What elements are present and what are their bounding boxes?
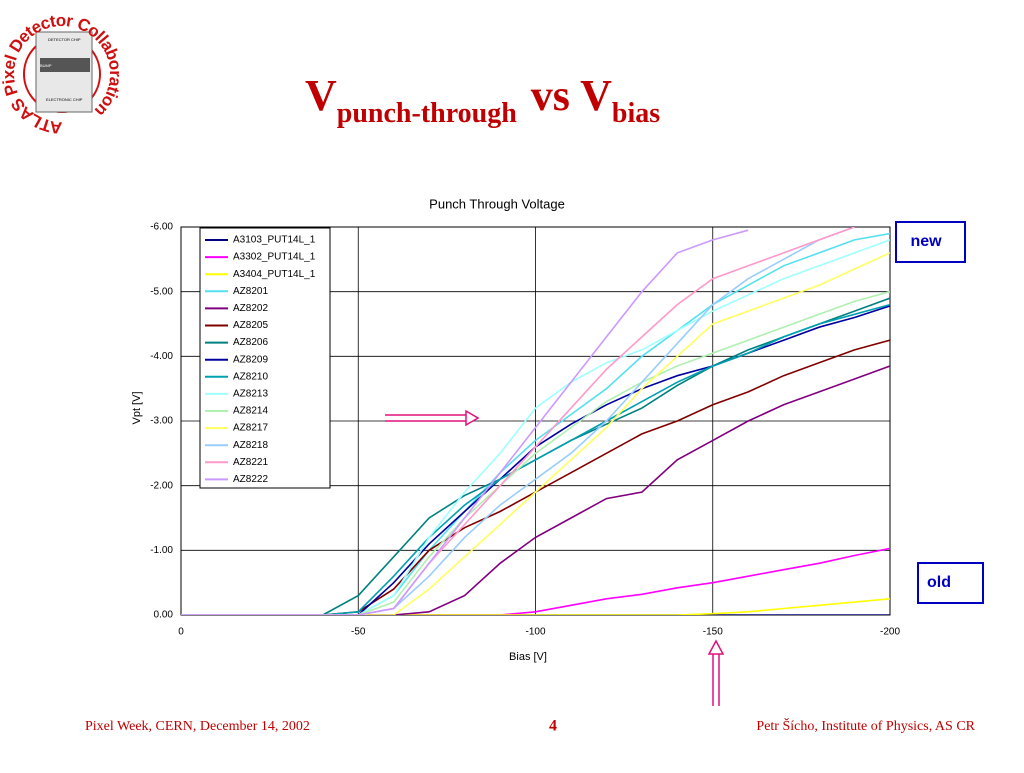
annotation: new [910, 233, 942, 250]
legend-label: A3404_PUT14L_1 [233, 269, 316, 280]
series-line [181, 547, 890, 615]
lines [181, 227, 890, 615]
legend-label: AZ8202 [233, 303, 268, 314]
x-axis-label: Bias [V] [509, 651, 547, 663]
logo-label: ELECTRONIC CHIP [46, 97, 83, 102]
legend-label: AZ8213 [233, 389, 268, 400]
logo-label: BUMP [40, 63, 52, 68]
x-tick-label: 0 [178, 627, 184, 638]
legend-label: AZ8217 [233, 423, 268, 434]
series-line [181, 227, 855, 615]
old-box [917, 562, 984, 604]
arrow-right [385, 409, 480, 427]
footer-right: Petr Šícho, Institute of Physics, AS CR [756, 717, 975, 734]
legend-label: A3302_PUT14L_1 [233, 252, 316, 263]
arrow-up [707, 639, 725, 706]
y-tick-label: -3.00 [150, 416, 173, 427]
slide-title: Vpunch-through vs Vbias [305, 71, 660, 129]
title-sub: punch-through [337, 98, 517, 129]
x-tick-label: -50 [351, 627, 366, 638]
legend-label: AZ8206 [233, 337, 268, 348]
page-number: 4 [549, 718, 557, 735]
footer-left: Pixel Week, CERN, December 14, 2002 [85, 719, 310, 734]
legend-label: AZ8205 [233, 320, 268, 331]
y-tick-label: 0.00 [154, 610, 174, 621]
legend-label: AZ8218 [233, 440, 268, 451]
series-line [181, 290, 890, 615]
x-tick-label: -200 [880, 627, 900, 638]
y-tick-label: -5.00 [150, 286, 173, 297]
x-tick-label: -100 [525, 627, 545, 638]
y-tick-label: -6.00 [150, 222, 173, 233]
series-line [181, 303, 890, 615]
x-tick-label: -150 [703, 627, 723, 638]
series-line [181, 239, 890, 615]
y-tick-label: -4.00 [150, 351, 173, 362]
legend-label: AZ8221 [233, 457, 268, 468]
legend-label: AZ8201 [233, 286, 268, 297]
series-line [181, 365, 890, 615]
chart-title: Punch Through Voltage [429, 196, 565, 211]
legend: A3103_PUT14L_1 A3302_PUT14L_1 A3404_PUT14L… [199, 227, 331, 489]
legend-label: AZ8222 [233, 474, 268, 485]
y-tick-label: -2.00 [150, 480, 173, 491]
legend-label: AZ8210 [233, 371, 268, 382]
annotation: old [927, 574, 951, 591]
title-sub2: bias [612, 98, 660, 129]
series-line [181, 252, 890, 615]
y-tick-label: -1.00 [150, 545, 173, 556]
series-line [181, 598, 890, 615]
legend-box [199, 227, 331, 489]
legend-label: AZ8214 [233, 406, 268, 417]
new-box [895, 221, 966, 263]
title-mid: vs V [531, 71, 612, 120]
series-line [181, 232, 890, 615]
logo-label: DETECTOR CHIP [48, 37, 81, 42]
legend-label: AZ8209 [233, 354, 268, 365]
legend-label: A3103_PUT14L_1 [233, 235, 316, 246]
series-line [181, 227, 855, 615]
title-v: V [305, 71, 337, 120]
y-axis-label: Vpt [V] [131, 391, 143, 424]
series-line [181, 229, 749, 615]
logo: DETECTOR CHIP BUMP ELECTRONIC CHIP ATLAS… [0, 11, 125, 136]
